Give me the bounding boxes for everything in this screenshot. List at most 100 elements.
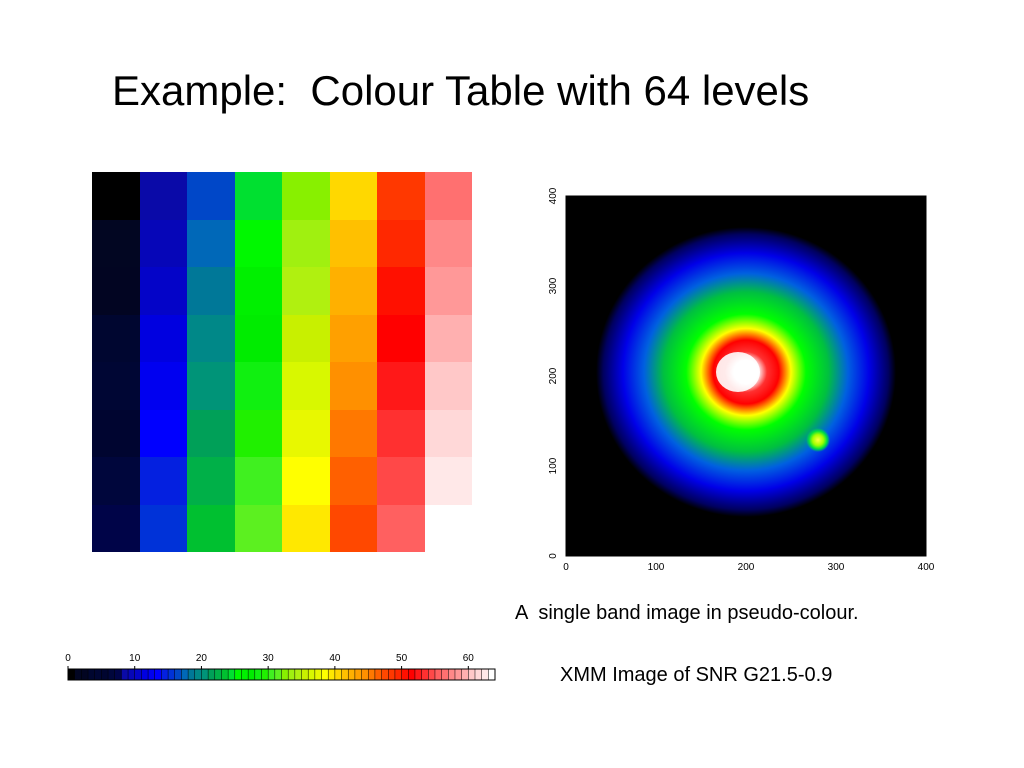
colour-cell bbox=[234, 457, 282, 505]
colour-bar-segment bbox=[488, 669, 496, 680]
colour-cell bbox=[139, 362, 187, 410]
caption-xmm-image: XMM Image of SNR G21.5-0.9 bbox=[560, 664, 833, 686]
colour-cell bbox=[92, 504, 140, 552]
colour-cell bbox=[92, 267, 140, 315]
colour-bar-segment bbox=[154, 669, 162, 680]
colour-cell bbox=[234, 172, 282, 220]
colour-bar-tick-label: 60 bbox=[463, 653, 475, 664]
snr-pseudocolour-image: 0 100 200 300 400 0 100 200 300 400 bbox=[548, 187, 935, 573]
colour-bar-segment bbox=[234, 669, 242, 680]
colour-cell bbox=[187, 457, 235, 505]
y-tick-label: 400 bbox=[548, 187, 559, 204]
point-source bbox=[806, 428, 830, 452]
colour-bar-segment bbox=[441, 669, 449, 680]
y-tick-label: 300 bbox=[548, 277, 559, 294]
colour-cell bbox=[139, 457, 187, 505]
colour-cell bbox=[187, 409, 235, 457]
colour-cell bbox=[377, 172, 425, 220]
colour-cell bbox=[282, 172, 330, 220]
colour-bar-segment bbox=[68, 669, 76, 680]
colour-cell bbox=[234, 504, 282, 552]
colour-cell bbox=[329, 219, 377, 267]
colour-cell bbox=[329, 172, 377, 220]
colour-cell bbox=[139, 409, 187, 457]
snr-core bbox=[716, 352, 760, 392]
x-tick-label: 300 bbox=[828, 562, 845, 573]
colour-bar: 0 10 20 30 40 50 60 bbox=[65, 653, 496, 681]
y-tick-label: 0 bbox=[548, 553, 559, 559]
colour-bar-segment bbox=[361, 669, 369, 680]
colour-cell bbox=[92, 314, 140, 362]
colour-bar-segment bbox=[148, 669, 156, 680]
colour-cell bbox=[424, 457, 472, 505]
colour-cell bbox=[282, 504, 330, 552]
colour-bar-segment bbox=[261, 669, 269, 680]
colour-cell bbox=[329, 362, 377, 410]
colour-bar-segment bbox=[241, 669, 249, 680]
colour-bar-segment bbox=[428, 669, 436, 680]
x-tick-label: 0 bbox=[563, 562, 569, 573]
colour-cell bbox=[377, 409, 425, 457]
colour-cell bbox=[282, 457, 330, 505]
colour-cell bbox=[424, 267, 472, 315]
colour-bar-segment bbox=[214, 669, 222, 680]
colour-bar-segment bbox=[94, 669, 102, 680]
colour-bar-segment bbox=[128, 669, 136, 680]
colour-cell bbox=[377, 362, 425, 410]
colour-cell bbox=[92, 457, 140, 505]
y-tick-label: 200 bbox=[548, 367, 559, 384]
colour-cell bbox=[187, 314, 235, 362]
colour-cell bbox=[377, 219, 425, 267]
colour-cell bbox=[139, 314, 187, 362]
colour-bar-segment bbox=[474, 669, 483, 680]
colour-cell bbox=[139, 267, 187, 315]
colour-bar-segment bbox=[368, 669, 376, 680]
colour-cell bbox=[282, 219, 330, 267]
colour-cell bbox=[234, 219, 282, 267]
x-tick-label: 400 bbox=[918, 562, 935, 573]
colour-bar-segment bbox=[108, 669, 116, 680]
colour-cell bbox=[187, 267, 235, 315]
colour-bar-segment bbox=[228, 669, 236, 680]
colour-cell bbox=[187, 504, 235, 552]
colour-bar-segment bbox=[374, 669, 382, 680]
colour-cell bbox=[282, 314, 330, 362]
colour-bar-segment bbox=[414, 669, 423, 680]
colour-cell bbox=[424, 409, 472, 457]
colour-bar-segment bbox=[134, 669, 142, 680]
colour-bar-segment bbox=[88, 669, 96, 680]
colour-bar-segment bbox=[328, 669, 336, 680]
colour-cell bbox=[92, 172, 140, 220]
colour-bar-segment bbox=[254, 669, 262, 680]
colour-bar-segment bbox=[468, 669, 476, 680]
colour-bar-segment bbox=[381, 669, 389, 680]
colour-cell bbox=[424, 362, 472, 410]
y-tick-label: 100 bbox=[548, 457, 559, 474]
colour-cell bbox=[187, 219, 235, 267]
colour-bar-segment bbox=[388, 669, 396, 680]
colour-bar-segment bbox=[121, 669, 129, 680]
colour-cell bbox=[329, 314, 377, 362]
colour-bar-segment bbox=[401, 669, 409, 680]
colour-cell bbox=[92, 219, 140, 267]
colour-bar-segment bbox=[268, 669, 276, 680]
colour-bar-segment bbox=[141, 669, 149, 680]
colour-cell bbox=[329, 457, 377, 505]
colour-bar-segment bbox=[321, 669, 329, 680]
colour-bar-tick-label: 20 bbox=[196, 653, 208, 664]
colour-cell bbox=[234, 314, 282, 362]
colour-bar-tick-label: 0 bbox=[65, 653, 71, 664]
x-tick-label: 100 bbox=[648, 562, 665, 573]
colour-cell bbox=[329, 267, 377, 315]
colour-bar-segment bbox=[288, 669, 296, 680]
colour-bar-segment bbox=[408, 669, 416, 680]
colour-cell bbox=[92, 409, 140, 457]
colour-bar-segment bbox=[274, 669, 282, 680]
colour-bar-segment bbox=[174, 669, 182, 680]
colour-bar-segment bbox=[168, 669, 176, 680]
colour-bar-segment bbox=[308, 669, 316, 680]
x-tick-label: 200 bbox=[738, 562, 755, 573]
colour-cell bbox=[92, 362, 140, 410]
colour-bar-segment bbox=[481, 669, 489, 680]
colour-bar-segment bbox=[208, 669, 216, 680]
